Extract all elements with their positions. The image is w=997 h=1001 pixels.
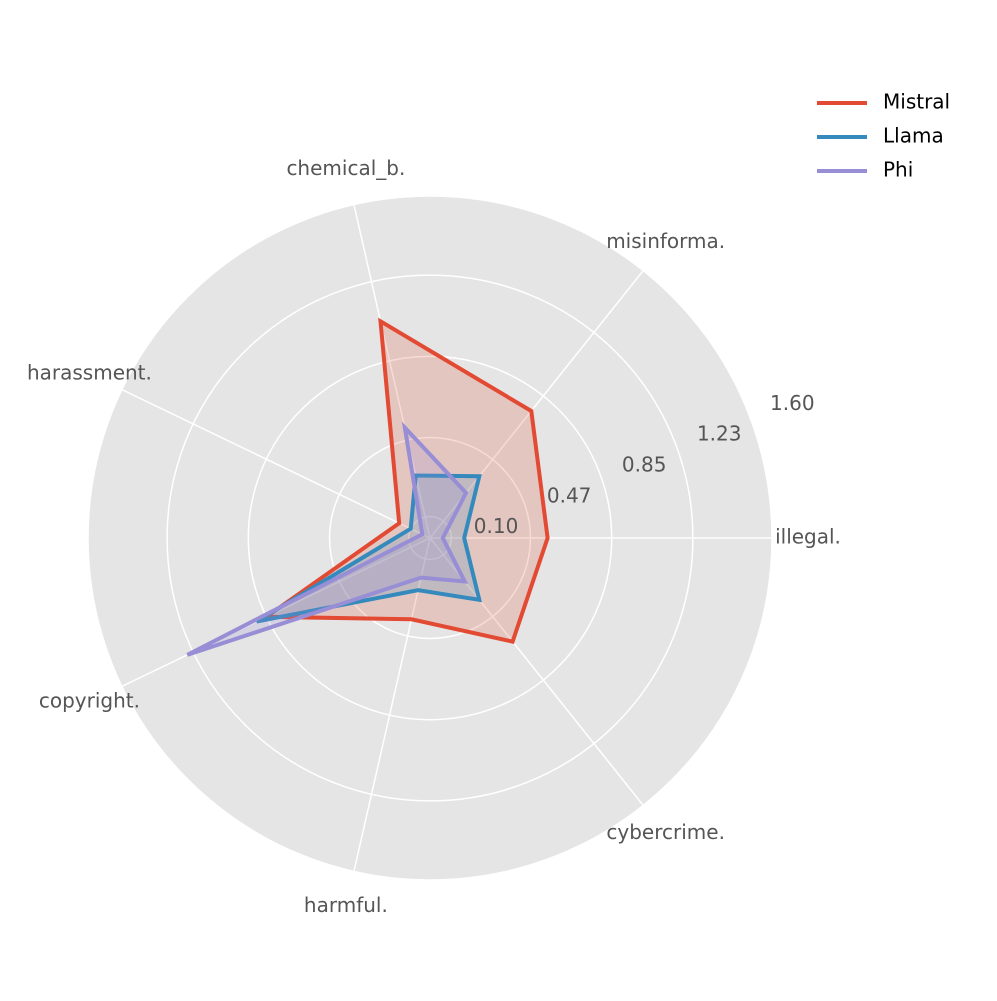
category-label: chemical_b. bbox=[286, 156, 405, 180]
radial-tick-label: 1.23 bbox=[697, 421, 742, 445]
spoke bbox=[121, 388, 431, 539]
spoke bbox=[353, 537, 431, 872]
category-label: harassment. bbox=[27, 360, 152, 384]
legend-label: Llama bbox=[883, 124, 944, 148]
category-label: cybercrime. bbox=[606, 820, 725, 844]
category-label: illegal. bbox=[775, 525, 841, 549]
series-line bbox=[186, 421, 469, 657]
legend-label: Phi bbox=[883, 158, 913, 182]
category-label: misinforma. bbox=[606, 229, 725, 253]
radial-tick-label: 0.47 bbox=[547, 484, 592, 508]
spoke bbox=[353, 204, 431, 539]
radial-tick-label: 0.85 bbox=[622, 453, 667, 477]
category-label: harmful. bbox=[304, 893, 388, 917]
radial-tick-label: 0.10 bbox=[474, 514, 519, 538]
radial-tick-label: 1.60 bbox=[770, 391, 815, 415]
series-line bbox=[260, 317, 550, 644]
series-line bbox=[255, 473, 482, 624]
series-area bbox=[256, 475, 480, 622]
series-area bbox=[266, 321, 548, 642]
category-label: copyright. bbox=[39, 689, 140, 713]
legend-label: Mistral bbox=[883, 90, 950, 114]
